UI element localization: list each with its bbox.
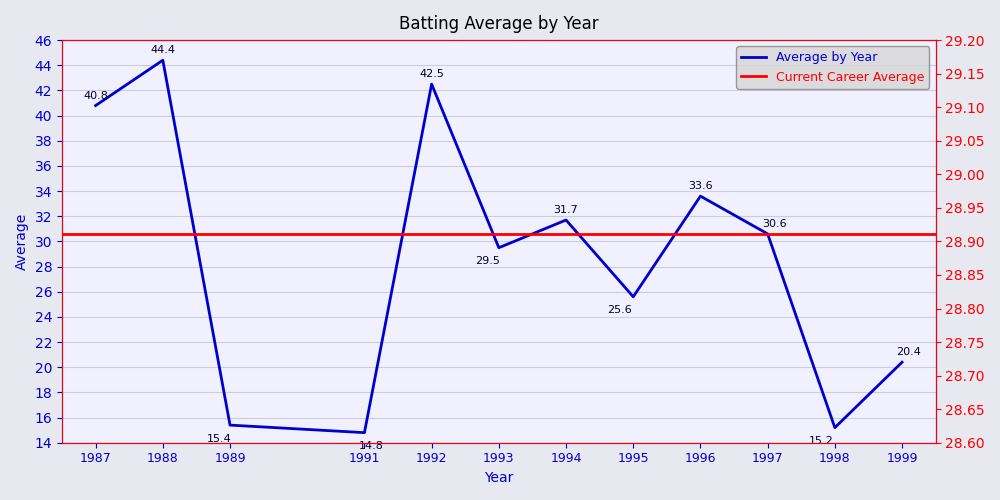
Text: 33.6: 33.6 (688, 181, 713, 191)
Average by Year (560, 217, 572, 223)
Text: 20.4: 20.4 (897, 348, 921, 358)
Text: 29.5: 29.5 (475, 256, 500, 266)
Text: 14.8: 14.8 (359, 442, 384, 452)
Text: 25.6: 25.6 (607, 306, 632, 316)
Line: Average by Year: Average by Year (96, 60, 902, 432)
Average by Year (829, 424, 841, 430)
Text: 31.7: 31.7 (554, 205, 578, 215)
Title: Batting Average by Year: Batting Average by Year (399, 15, 599, 33)
Average by Year (157, 57, 169, 63)
X-axis label: Year: Year (484, 471, 514, 485)
Text: 30.6: 30.6 (762, 219, 787, 229)
Average by Year (224, 422, 236, 428)
Average by Year (90, 102, 102, 108)
Y-axis label: Average: Average (15, 213, 29, 270)
Average by Year (694, 193, 706, 199)
Text: 15.4: 15.4 (207, 434, 231, 444)
Text: 42.5: 42.5 (419, 69, 444, 79)
Average by Year (762, 231, 774, 237)
Average by Year (426, 81, 438, 87)
Text: 40.8: 40.8 (83, 90, 108, 101)
Average by Year (627, 294, 639, 300)
Legend: Average by Year, Current Career Average: Average by Year, Current Career Average (736, 46, 929, 88)
Average by Year (358, 430, 370, 436)
Average by Year (493, 244, 505, 250)
Average by Year (896, 359, 908, 365)
Text: 44.4: 44.4 (150, 46, 175, 56)
Text: 15.2: 15.2 (809, 436, 833, 446)
